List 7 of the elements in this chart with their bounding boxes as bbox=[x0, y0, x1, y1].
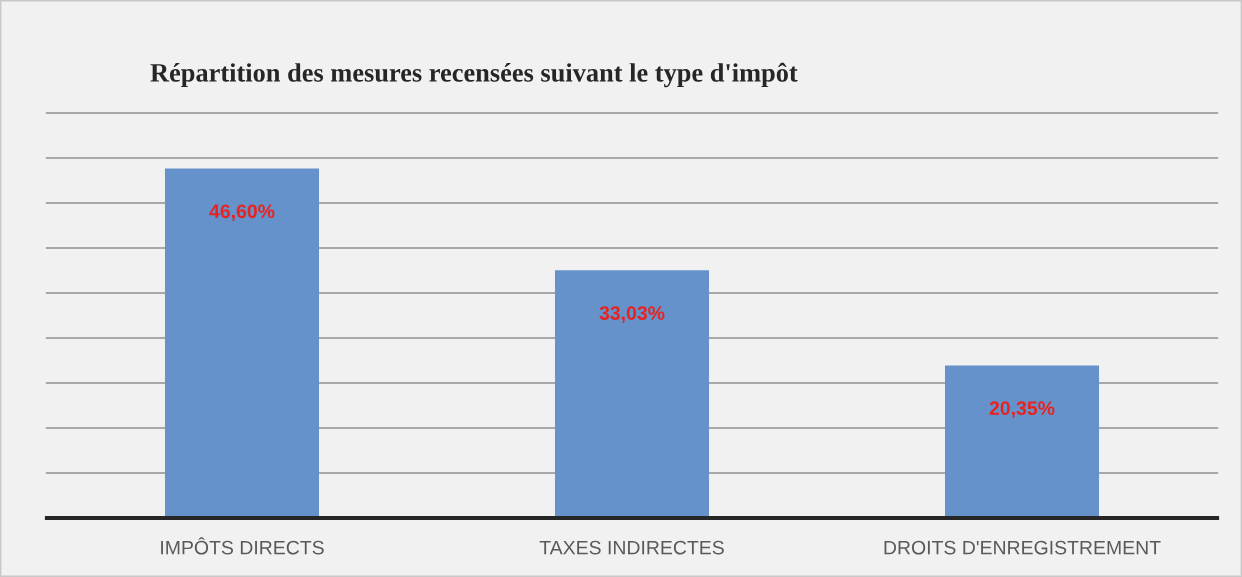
data-label: 33,03% bbox=[599, 306, 665, 323]
data-label: 20,35% bbox=[989, 401, 1055, 418]
x-tick-label: TAXES INDIRECTES bbox=[539, 540, 724, 555]
x-tick-label: IMPÔTS DIRECTS bbox=[161, 537, 324, 555]
x-tick-label: DROITS D'ENREGISTREMENT bbox=[884, 540, 1161, 555]
chart-title: Répartition des mesures recensées suivant le type d'impôt bbox=[150, 62, 798, 88]
data-label: 46,60% bbox=[209, 204, 275, 221]
